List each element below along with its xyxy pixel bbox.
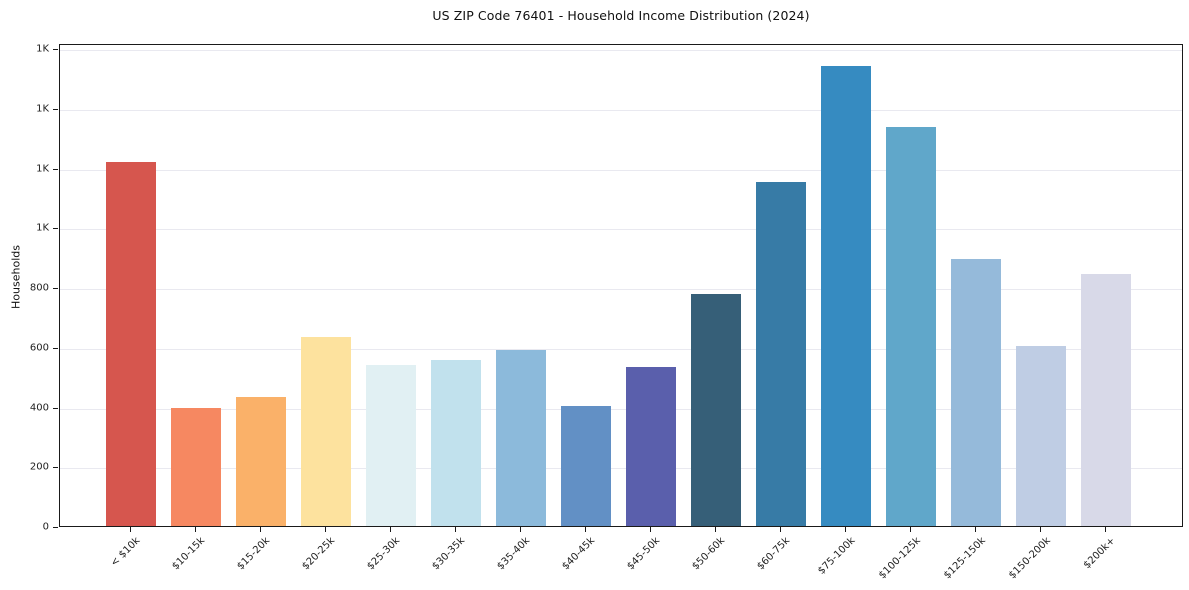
x-tick-label: $50-60k xyxy=(690,535,728,573)
y-tick-label: 1K xyxy=(36,43,49,55)
y-tick-mark xyxy=(53,288,58,290)
x-tick-mark xyxy=(519,527,521,532)
x-tick-label: $125-150k xyxy=(941,535,988,582)
x-tick-mark xyxy=(649,527,651,532)
y-tick-label: 1K xyxy=(36,222,49,234)
x-tick-mark xyxy=(454,527,456,532)
x-tick-label: $100-125k xyxy=(876,535,923,582)
x-tick-mark xyxy=(194,527,196,532)
x-tick-label: $20-25k xyxy=(300,535,338,573)
bar-200k xyxy=(1080,274,1131,526)
x-tick-label: $75-100k xyxy=(815,535,858,577)
bar-45-50k xyxy=(625,366,676,526)
y-tick-label: 1K xyxy=(36,103,49,115)
x-tick-label: $15-20k xyxy=(235,535,273,573)
bar-10-15k xyxy=(170,407,221,526)
x-tick-label: $45-50k xyxy=(625,535,663,573)
bar-30-35k xyxy=(430,359,481,526)
y-tick-label: 200 xyxy=(29,461,49,473)
x-tick-mark xyxy=(714,527,716,532)
gridline xyxy=(60,169,1182,171)
gridline xyxy=(60,229,1182,231)
x-tick-mark xyxy=(844,527,846,532)
gridline xyxy=(60,408,1182,410)
y-tick-label: 800 xyxy=(29,282,49,294)
x-tick-label: $35-40k xyxy=(495,535,533,573)
bar-75-100k xyxy=(820,66,871,526)
x-tick-label: $200k+ xyxy=(1081,535,1118,572)
x-tick-label: $30-35k xyxy=(430,535,468,573)
x-tick-mark xyxy=(324,527,326,532)
x-tick-mark xyxy=(129,527,131,532)
bar-20-25k xyxy=(300,337,351,526)
y-axis-label: Households xyxy=(9,245,23,309)
bar-50-60k xyxy=(690,294,741,526)
bar-15-20k xyxy=(235,396,286,526)
bar-100-125k xyxy=(885,127,936,526)
x-tick-mark xyxy=(584,527,586,532)
x-tick-mark xyxy=(779,527,781,532)
bar-40-45k xyxy=(560,405,611,526)
y-tick-mark xyxy=(53,527,58,528)
y-tick-mark xyxy=(53,168,58,170)
x-tick-mark xyxy=(389,527,391,532)
x-tick-label: $40-45k xyxy=(560,535,598,573)
bar-35-40k xyxy=(495,349,546,526)
x-tick-mark xyxy=(909,527,911,532)
plot-area xyxy=(59,44,1183,527)
gridline xyxy=(60,468,1182,470)
gridline xyxy=(60,348,1182,350)
y-tick-label: 0 xyxy=(42,521,49,533)
y-tick-label: 400 xyxy=(29,402,49,414)
y-tick-mark xyxy=(53,108,58,110)
chart-title: US ZIP Code 76401 - Household Income Dis… xyxy=(432,8,810,23)
bar-25-30k xyxy=(365,364,416,526)
y-tick-label: 600 xyxy=(29,342,49,354)
bar-125-150k xyxy=(950,258,1001,526)
y-tick-mark xyxy=(53,467,58,469)
x-tick-mark xyxy=(1039,527,1041,532)
gridline xyxy=(60,109,1182,111)
y-tick-mark xyxy=(53,49,58,51)
x-tick-mark xyxy=(974,527,976,532)
gridline xyxy=(60,50,1182,52)
bar-150-200k xyxy=(1015,346,1066,526)
bar-60-75k xyxy=(755,182,806,526)
x-tick-label: $150-200k xyxy=(1006,535,1053,582)
x-tick-label: < $10k xyxy=(108,535,143,569)
x-tick-mark xyxy=(1104,527,1106,532)
x-tick-label: $60-75k xyxy=(755,535,793,573)
x-tick-label: $10-15k xyxy=(170,535,208,573)
y-tick-label: 1K xyxy=(36,163,49,175)
x-tick-mark xyxy=(259,527,261,532)
bar-10k xyxy=(105,161,156,526)
x-tick-label: $25-30k xyxy=(365,535,403,573)
gridline xyxy=(60,289,1182,291)
y-tick-mark xyxy=(53,347,58,349)
y-tick-mark xyxy=(53,407,58,409)
y-tick-mark xyxy=(53,228,58,230)
